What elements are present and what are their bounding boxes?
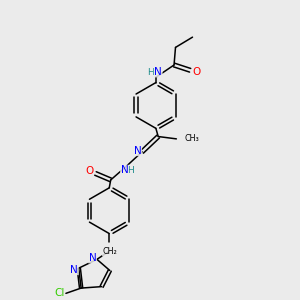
Text: Cl: Cl	[54, 288, 64, 298]
Text: N: N	[154, 67, 162, 77]
Text: N: N	[89, 253, 96, 263]
Text: N: N	[121, 165, 128, 175]
Text: CH₃: CH₃	[184, 134, 199, 143]
Text: O: O	[193, 67, 201, 77]
Text: O: O	[85, 166, 93, 176]
Text: H: H	[147, 68, 154, 76]
Text: CH₂: CH₂	[103, 247, 117, 256]
Text: N: N	[70, 265, 78, 275]
Text: H: H	[127, 166, 134, 175]
Text: N: N	[134, 146, 142, 156]
